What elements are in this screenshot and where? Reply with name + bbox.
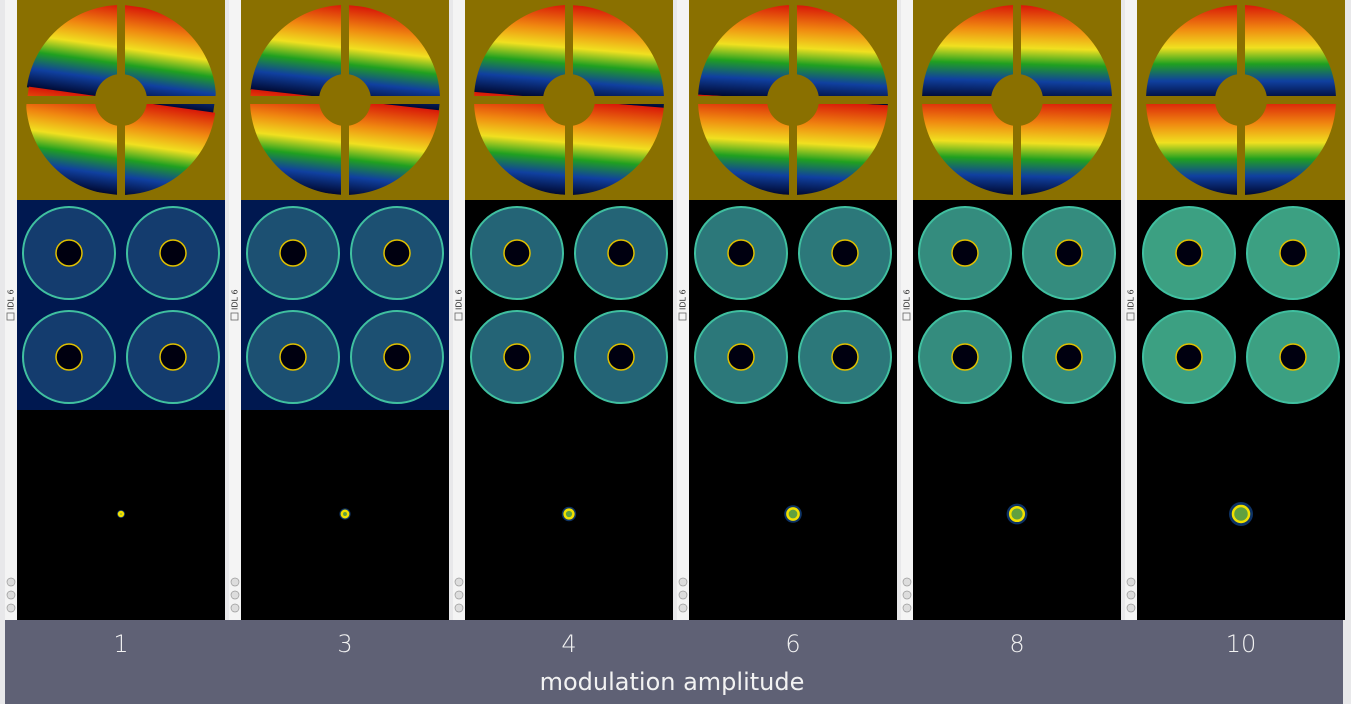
window-button (1127, 604, 1135, 612)
central-obstruction (767, 74, 819, 126)
window-title: IDL 6 (231, 289, 240, 310)
pupil-hole (384, 240, 410, 266)
central-obstruction (319, 74, 371, 126)
pupil-hole (608, 240, 634, 266)
central-obstruction (1215, 74, 1267, 126)
pupil-hole (1056, 344, 1082, 370)
window-button (455, 604, 463, 612)
pupil-hole (280, 344, 306, 370)
window: IDL 6 8 (901, 0, 1121, 658)
window-button (231, 591, 239, 599)
pupil-hole (280, 240, 306, 266)
window-button (455, 591, 463, 599)
window: IDL 6 3 (229, 0, 450, 658)
window-button (679, 604, 687, 612)
amplitude-label: 3 (337, 630, 352, 658)
pupil-hole (1056, 240, 1082, 266)
pupil-hole (384, 344, 410, 370)
pupil-hole (160, 344, 186, 370)
psf-ring (342, 511, 348, 517)
pupil-hole (1280, 240, 1306, 266)
psf-ring (787, 508, 798, 519)
window: IDL 6 1 (5, 0, 227, 658)
psf-ring (1233, 506, 1249, 522)
window-title: IDL 6 (455, 289, 464, 310)
window-button (903, 578, 911, 586)
central-obstruction (991, 74, 1043, 126)
psf-ring (565, 510, 574, 519)
pupil-hole (56, 344, 82, 370)
amplitude-label: 1 (113, 630, 128, 658)
amplitude-label: 10 (1226, 630, 1257, 658)
window-button (1127, 591, 1135, 599)
central-obstruction (95, 74, 147, 126)
amplitude-label: 4 (561, 630, 576, 658)
window-button (679, 578, 687, 586)
pupil-hole (728, 344, 754, 370)
pupil-hole (1176, 344, 1202, 370)
window-button (903, 604, 911, 612)
amplitude-label: 8 (1009, 630, 1024, 658)
window-title: IDL 6 (903, 289, 912, 310)
pupil-hole (504, 344, 530, 370)
caption: modulation amplitude (540, 668, 805, 696)
pupil-hole (1280, 344, 1306, 370)
pupil-hole (608, 344, 634, 370)
psf-ring (119, 512, 123, 516)
pupil-hole (832, 240, 858, 266)
central-obstruction (543, 74, 595, 126)
window-title: IDL 6 (7, 289, 16, 310)
window-button (1127, 578, 1135, 586)
window-button (7, 591, 15, 599)
window-button (7, 604, 15, 612)
psf-ring (1010, 507, 1024, 521)
window: IDL 6 4 (453, 0, 673, 658)
pupil-hole (160, 240, 186, 266)
pupil-hole (504, 240, 530, 266)
pupil-hole (728, 240, 754, 266)
window-button (679, 591, 687, 599)
window-button (231, 604, 239, 612)
pupil-hole (56, 240, 82, 266)
pupil-hole (1176, 240, 1202, 266)
window-title: IDL 6 (1127, 289, 1136, 310)
screen: modulation amplitude IDL 61IDL 63IDL 64I… (0, 0, 1351, 704)
pupil-hole (832, 344, 858, 370)
window: IDL 6 10 (1125, 0, 1345, 658)
pupil-hole (952, 240, 978, 266)
window-button (231, 578, 239, 586)
window-button (903, 591, 911, 599)
window-title: IDL 6 (679, 289, 688, 310)
pupil-hole (952, 344, 978, 370)
window-button (7, 578, 15, 586)
amplitude-label: 6 (785, 630, 800, 658)
window-button (455, 578, 463, 586)
window: IDL 6 6 (677, 0, 897, 658)
